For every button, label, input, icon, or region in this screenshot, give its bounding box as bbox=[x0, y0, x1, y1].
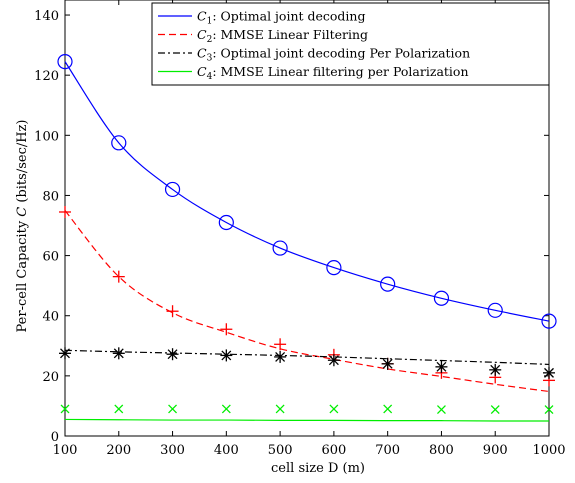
y-tick-label: 40 bbox=[42, 310, 59, 325]
series-1-line bbox=[64, 61, 550, 322]
y-tick-label: 120 bbox=[34, 69, 59, 84]
marker-d2 bbox=[275, 404, 285, 414]
y-tick-label: 60 bbox=[42, 250, 59, 265]
y-tick-label: 140 bbox=[34, 9, 59, 24]
x-tick-label: 200 bbox=[106, 443, 131, 458]
legend-entry-3: C3: Optimal joint decoding Per Polarizat… bbox=[197, 46, 470, 64]
series-3-point bbox=[112, 347, 125, 360]
marker-circle bbox=[487, 302, 503, 318]
x-tick-label: 900 bbox=[483, 443, 508, 458]
series-4-point bbox=[221, 404, 231, 414]
y-tick-label: 0 bbox=[51, 430, 59, 445]
marker-circle bbox=[57, 54, 73, 70]
x-tick-label: 300 bbox=[160, 443, 185, 458]
series-4-point bbox=[168, 404, 178, 414]
legend-box bbox=[151, 2, 550, 86]
x-tick-label: 100 bbox=[53, 443, 78, 458]
y-axis-label: Per-cell Capacity C (bits/sec/Hz) bbox=[15, 120, 30, 333]
series-4-point bbox=[275, 404, 285, 414]
series-1-point bbox=[487, 302, 503, 318]
plot-frame bbox=[64, 0, 550, 437]
series-3-point bbox=[435, 360, 448, 373]
marker-circle bbox=[272, 240, 288, 256]
plot-area: 100 200 300 400 500 600 700 800 900 1000 0 20 40 60 80… bbox=[34, 0, 566, 458]
marker-d2 bbox=[544, 405, 554, 414]
legend-entry-4: C4: MMSE Linear filtering per Polarizati… bbox=[197, 64, 469, 82]
series-3-point bbox=[59, 347, 71, 360]
series-4-line bbox=[64, 418, 550, 422]
y-axis-label-text: Per-cell Capacity C (bits/sec/Hz) bbox=[15, 120, 30, 333]
legend-entry-2: C2: MMSE Linear Filtering bbox=[197, 27, 368, 45]
series-2-point bbox=[112, 270, 125, 283]
x-tick-label: 1000 bbox=[532, 443, 565, 458]
marker-d2 bbox=[329, 404, 339, 414]
series-3-point bbox=[543, 366, 555, 379]
marker-d2 bbox=[167, 349, 178, 360]
series-4-point bbox=[383, 404, 393, 414]
marker-d2 bbox=[168, 404, 178, 414]
marker-d2 bbox=[490, 364, 501, 375]
marker-circle bbox=[111, 135, 127, 151]
marker-d2 bbox=[490, 405, 500, 414]
series-2-point bbox=[274, 338, 287, 351]
series-1-point bbox=[380, 276, 396, 292]
series-4-point bbox=[544, 405, 554, 414]
marker-d2 bbox=[275, 351, 286, 362]
marker-circle bbox=[218, 214, 234, 231]
marker-d2 bbox=[436, 361, 447, 372]
x-tick-label: 600 bbox=[321, 443, 346, 458]
series-4-point bbox=[114, 404, 124, 414]
x-axis-label: cell size D (m) bbox=[271, 461, 365, 476]
series-3-point bbox=[166, 348, 179, 361]
marker-circle bbox=[380, 276, 396, 292]
x-tick-label: 500 bbox=[268, 443, 293, 458]
marker-d2 bbox=[436, 405, 446, 414]
series-3-point bbox=[489, 363, 502, 376]
marker-d2 bbox=[114, 404, 124, 414]
marker-circle bbox=[326, 260, 342, 276]
series-4-point bbox=[329, 404, 339, 414]
marker-circle bbox=[164, 181, 181, 198]
series-4-point bbox=[436, 405, 446, 414]
series-1-point bbox=[541, 313, 557, 329]
series-3-point bbox=[381, 357, 394, 370]
marker-d2 bbox=[382, 358, 393, 369]
marker-circle bbox=[541, 313, 557, 329]
x-tick-label: 800 bbox=[429, 443, 454, 458]
series-3-point bbox=[327, 354, 340, 367]
marker-d2 bbox=[383, 404, 393, 414]
series-2-point bbox=[166, 305, 179, 318]
marker-d2 bbox=[544, 367, 554, 378]
marker-d2 bbox=[328, 355, 339, 366]
series-4-point bbox=[60, 404, 70, 414]
series-1-point bbox=[218, 214, 234, 231]
series-3-point bbox=[220, 349, 233, 362]
series-1-point bbox=[272, 240, 288, 256]
marker-circle bbox=[433, 290, 450, 306]
marker-d2 bbox=[113, 348, 124, 359]
marker-d2 bbox=[60, 404, 70, 414]
series-1-point bbox=[433, 290, 450, 306]
series-1-point bbox=[164, 181, 181, 198]
series-3-line bbox=[64, 349, 550, 366]
series-1-point bbox=[57, 54, 73, 70]
y-tick-label: 80 bbox=[42, 189, 59, 204]
series-3-point bbox=[274, 350, 287, 363]
x-tick-label: 400 bbox=[214, 443, 239, 458]
marker-d2 bbox=[60, 348, 70, 359]
series-4-point bbox=[490, 405, 500, 414]
x-tick-label: 700 bbox=[375, 443, 400, 458]
marker-d2 bbox=[221, 404, 231, 414]
legend-entry-1: C1: Optimal joint decoding bbox=[197, 9, 365, 27]
y-tick-label: 100 bbox=[34, 129, 59, 144]
y-tick-label: 20 bbox=[42, 370, 59, 385]
series-1-point bbox=[326, 260, 342, 276]
marker-d2 bbox=[221, 350, 232, 361]
series-2-point bbox=[220, 323, 233, 336]
series-1-point bbox=[111, 135, 127, 151]
series-2-point bbox=[59, 205, 71, 218]
series-2-line bbox=[64, 210, 550, 393]
